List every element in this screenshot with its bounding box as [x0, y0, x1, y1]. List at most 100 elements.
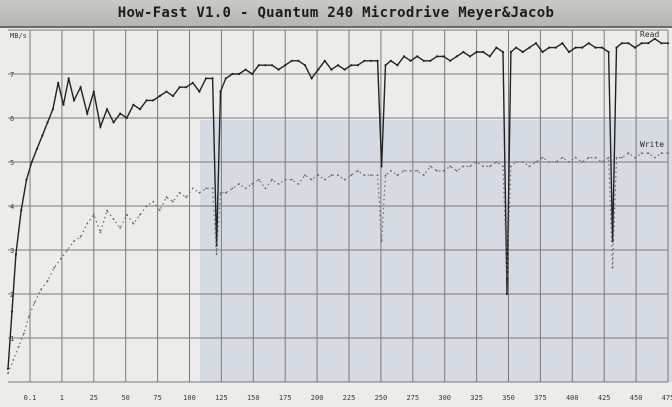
data-point-read [482, 50, 485, 54]
data-point-write [158, 209, 161, 212]
data-point-write [601, 161, 603, 163]
data-point-read [323, 59, 326, 62]
window-title: How-Fast V1.0 - Quantum 240 Microdrive M… [117, 5, 555, 21]
data-point-write [185, 196, 188, 199]
data-point-write [33, 301, 36, 304]
data-point-write [515, 161, 518, 163]
data-point-write [215, 253, 218, 256]
data-point-read [138, 108, 142, 111]
data-point-write [535, 161, 537, 163]
data-point-write [422, 174, 425, 177]
data-point-write [469, 165, 471, 168]
data-point-read [57, 81, 60, 84]
title-bar[interactable]: How-Fast V1.0 - Quantum 240 Microdrive M… [0, 0, 672, 28]
x-tick-label: 375 [534, 394, 547, 402]
data-point-write [521, 161, 524, 163]
y-unit-label: MB/s [10, 32, 27, 40]
data-point-write [178, 191, 181, 194]
data-point-read [495, 46, 498, 49]
data-point-write [106, 209, 108, 212]
data-point-read [554, 46, 557, 49]
data-point-write [99, 231, 102, 234]
data-point-read [310, 77, 313, 80]
data-point-write [384, 174, 387, 177]
data-point-read [290, 59, 293, 62]
data-point-read [363, 59, 366, 62]
data-point-read [14, 253, 18, 256]
data-point-read [561, 42, 564, 45]
data-point-read [10, 310, 14, 313]
data-point-read [198, 90, 201, 93]
y-tick-label: 7 [10, 71, 14, 79]
x-tick-label: 0.1 [24, 394, 37, 402]
data-point-write [667, 152, 669, 155]
data-point-read [455, 55, 458, 58]
data-point-write [376, 174, 379, 177]
data-point-write [554, 161, 557, 163]
data-point-read [389, 59, 392, 62]
data-point-read [356, 64, 359, 67]
data-point-write [462, 165, 465, 168]
x-tick-label: 25 [90, 394, 98, 402]
data-point-write [244, 187, 247, 190]
data-point-write [304, 174, 306, 177]
series-label-read: Read [640, 30, 659, 39]
data-point-read [501, 50, 505, 54]
series-label-write: Write [640, 140, 664, 149]
data-point-write [198, 191, 201, 194]
data-point-read [204, 77, 208, 80]
y-tick-label: 4 [10, 203, 14, 211]
data-point-write [495, 161, 498, 163]
data-point-read [336, 64, 340, 67]
data-point-write [587, 156, 590, 159]
x-tick-label: 425 [598, 394, 611, 402]
data-point-write [640, 152, 643, 155]
data-point-write [634, 156, 636, 159]
data-point-read [515, 46, 518, 49]
data-point-write [611, 266, 614, 269]
data-point-read [277, 68, 280, 71]
x-tick-label: 75 [153, 394, 161, 402]
x-tick-label: 300 [438, 394, 451, 402]
data-point-write [284, 178, 287, 181]
data-point-read [449, 59, 452, 62]
data-point-write [409, 169, 412, 172]
data-point-write [310, 178, 313, 181]
data-point-write [205, 187, 207, 190]
data-point-write [436, 169, 438, 172]
data-point-read [158, 94, 161, 98]
data-point-write [482, 165, 485, 168]
x-tick-label: 400 [566, 394, 579, 402]
data-point-write [238, 183, 240, 185]
data-point-write [416, 169, 419, 172]
data-point-write [132, 222, 135, 225]
data-point-write [53, 266, 56, 269]
data-point-read [72, 99, 76, 102]
data-point-write [12, 359, 15, 361]
x-tick-label: 275 [406, 394, 419, 402]
data-point-write [119, 227, 122, 229]
data-point-write [191, 187, 194, 190]
data-point-read [297, 59, 300, 62]
data-point-read [416, 55, 419, 58]
data-point-write [264, 187, 267, 190]
data-point-read [620, 42, 623, 45]
data-point-write [561, 156, 564, 159]
data-point-write [607, 156, 610, 159]
data-point-read [429, 59, 432, 62]
data-point-write [337, 174, 339, 177]
data-point-write [594, 156, 597, 159]
data-point-write [17, 345, 20, 348]
data-point-write [46, 279, 49, 282]
data-point-read [231, 72, 234, 76]
data-point-read [396, 64, 399, 67]
data-point-read [152, 99, 155, 102]
data-point-read [30, 160, 33, 164]
x-tick-label: 100 [183, 394, 196, 402]
data-point-read [270, 64, 274, 67]
data-point-write [475, 161, 478, 163]
data-point-read [105, 108, 109, 111]
data-point-read [145, 99, 148, 102]
data-point-read [317, 68, 320, 71]
data-point-read [462, 50, 465, 54]
